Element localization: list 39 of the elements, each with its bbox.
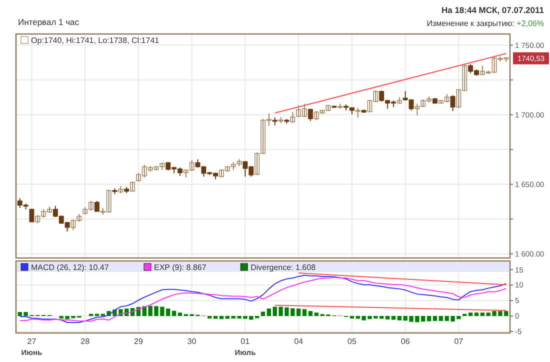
bar [468, 312, 473, 316]
legend-label: MACD (26, 12): 10.47 [31, 262, 110, 272]
bar [172, 310, 176, 316]
candlestick [450, 94, 456, 112]
x-tick-label: 28 [80, 337, 90, 346]
legend-label: EXP (9): 8.867 [154, 262, 207, 272]
candlestick [308, 108, 313, 122]
candlestick [355, 107, 360, 118]
bar [432, 316, 438, 321]
bar [474, 312, 479, 316]
x-tick-label: 05 [348, 337, 357, 346]
bar [178, 312, 182, 316]
x-tick-label: 30 [187, 337, 197, 346]
bar [391, 316, 396, 320]
bar [438, 316, 443, 321]
candlestick [94, 200, 100, 212]
legend-label: Divergence: 1.608 [250, 262, 316, 272]
bar [426, 316, 432, 322]
bar [308, 311, 313, 316]
candlestick [29, 208, 34, 222]
candlestick [130, 180, 136, 192]
bar [213, 316, 218, 319]
x-tick-label: 07 [454, 337, 464, 346]
bar [302, 309, 307, 316]
bar [219, 316, 224, 320]
x-tick-label: 06 [400, 337, 410, 346]
bar [385, 316, 390, 320]
bar [260, 312, 266, 316]
legend-label: Op:1740, Hi:1741, Lo:1738, Cl:1741 [31, 36, 160, 45]
chart-subtitle: Интервал 1 час [18, 16, 80, 27]
x-tick-label: 29 [134, 337, 144, 346]
bar [266, 308, 272, 316]
bar [480, 312, 484, 316]
text: Изменение к закрытию: +2,06% [426, 18, 544, 28]
bar [296, 308, 301, 316]
x-tick-label: 04 [294, 337, 304, 346]
bar [397, 316, 402, 320]
bar [225, 316, 230, 319]
text: На 18:44 МСК, 07.07.2011 [441, 4, 544, 15]
